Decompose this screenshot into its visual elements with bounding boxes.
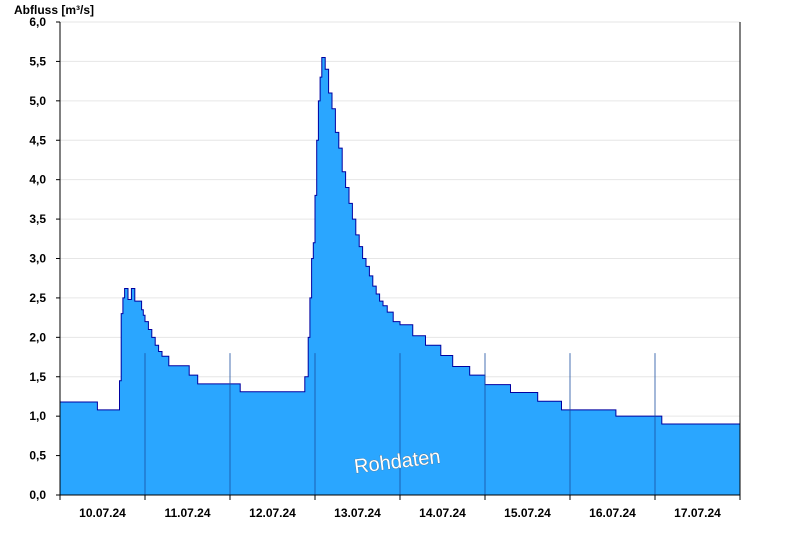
x-tick-label-6: 16.07.24 <box>589 506 636 520</box>
x-tick-label-2: 12.07.24 <box>249 506 296 520</box>
y-tick-label-6: 3,0 <box>29 252 46 266</box>
y-tick-label-8: 4,0 <box>29 173 46 187</box>
y-tick-label-5: 2,5 <box>29 291 46 305</box>
y-tick-label-0: 0,0 <box>29 488 46 502</box>
y-tick-label-11: 5,5 <box>29 54 46 68</box>
x-tick-label-1: 11.07.24 <box>164 506 210 520</box>
y-tick-label-4: 2,0 <box>29 330 46 344</box>
y-tick-label-2: 1,0 <box>29 409 46 423</box>
y-tick-label-12: 6,0 <box>29 15 46 29</box>
x-tick-label-7: 17.07.24 <box>674 506 721 520</box>
y-axis-ticks: 0,0 0,5 1,0 1,5 2,0 2,5 3,0 3,5 4,0 4,5 5,0 5,5 6,0 <box>29 15 60 502</box>
x-tick-label-5: 15.07.24 <box>504 506 551 520</box>
y-axis-label: Abfluss [m³/s] <box>14 3 94 17</box>
y-tick-label-9: 4,5 <box>29 133 46 147</box>
y-tick-label-1: 0,5 <box>29 449 46 463</box>
y-tick-label-7: 3,5 <box>29 212 46 226</box>
x-axis-ticks: 10.07.24 11.07.24 12.07.24 13.07.24 14.07.24… <box>59 495 741 520</box>
y-tick-label-3: 1,5 <box>29 370 46 384</box>
x-tick-label-0: 10.07.24 <box>79 506 126 520</box>
x-tick-label-4: 14.07.24 <box>419 506 466 520</box>
y-tick-label-10: 5,0 <box>29 94 46 108</box>
day-separator-lines <box>144 353 656 495</box>
x-tick-label-3: 13.07.24 <box>334 506 381 520</box>
